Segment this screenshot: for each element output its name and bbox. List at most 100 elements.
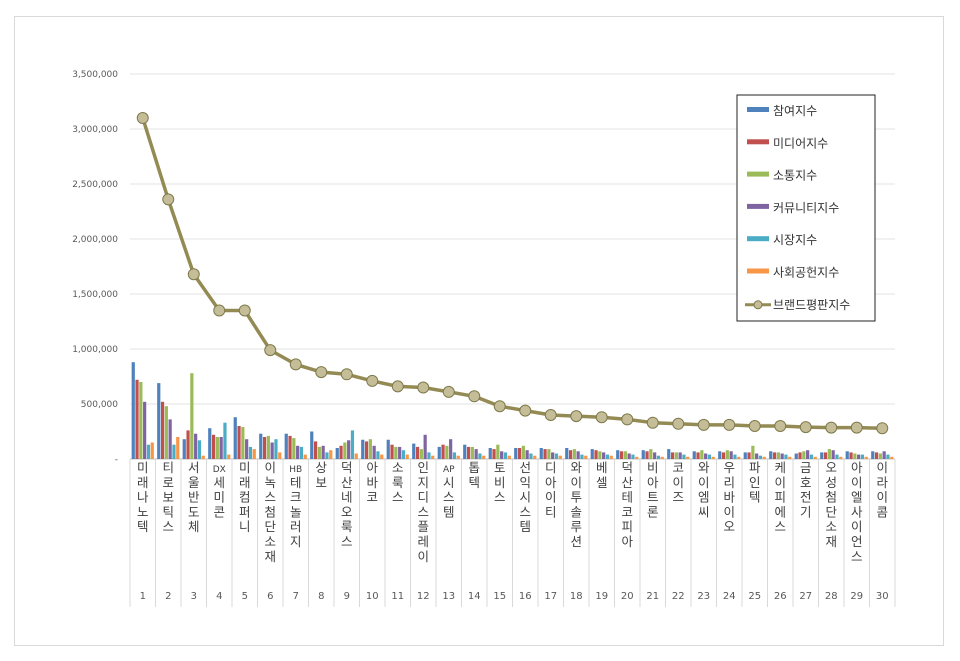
x-category-label: AP 시 스 템 [443, 465, 455, 519]
bar [474, 449, 478, 459]
bar [146, 444, 151, 459]
line-point [493, 400, 506, 413]
bar [860, 454, 865, 459]
line-point [723, 418, 736, 431]
line-point [340, 368, 353, 381]
bar [649, 449, 653, 459]
x-rank-label: 20 [621, 591, 634, 602]
bar [835, 454, 839, 459]
bar [721, 452, 726, 459]
x-rank-label: 25 [748, 591, 761, 602]
bar [405, 454, 409, 459]
bar [554, 453, 559, 459]
bar [266, 435, 270, 459]
bar [252, 449, 256, 459]
line-point [621, 413, 634, 426]
x-rank-label: 17 [544, 591, 557, 602]
bar [412, 443, 416, 459]
bar [372, 445, 376, 459]
bar [627, 453, 631, 459]
line-layer [136, 112, 889, 435]
bar [390, 444, 394, 459]
line-point [519, 404, 532, 417]
y-tick-label: 3,500,000 [72, 70, 118, 80]
y-tick-label: 1,000,000 [72, 345, 118, 355]
bar [157, 383, 161, 459]
bar [849, 452, 853, 459]
bars-layer [131, 362, 894, 459]
bar [539, 448, 543, 459]
x-rank-label: 30 [876, 591, 889, 602]
bar [776, 452, 780, 459]
x-rank-label: 29 [850, 591, 863, 602]
bar [623, 451, 627, 459]
bar [686, 456, 690, 459]
bar [823, 452, 828, 459]
bar [270, 442, 274, 459]
y-tick-label: 2,000,000 [72, 235, 118, 245]
bar [386, 439, 390, 459]
bar [354, 453, 358, 459]
x-rank-label: 8 [318, 591, 324, 602]
bar [500, 451, 504, 459]
bar [747, 452, 751, 459]
x-axis: 미 래 나 노 텍 1 티 로 보 틱 스 2 서 울 반 도 체 3 DX 세 미 콘 4 미 래 컴 퍼 니 5 이 녹 스 첨 단 소 재 6 HB… [129, 459, 896, 607]
bar [890, 456, 894, 459]
bar [700, 450, 704, 459]
y-tick-label: - [115, 455, 118, 465]
bar [788, 456, 792, 459]
bar [737, 456, 741, 459]
bar [874, 452, 879, 459]
bar [576, 451, 580, 459]
legend-label: 소통지수 [773, 169, 817, 183]
bar [590, 449, 594, 459]
bar [660, 456, 664, 459]
bar [303, 454, 307, 459]
bar [769, 451, 773, 459]
line-point [417, 381, 430, 394]
bar [135, 379, 139, 459]
legend-swatch [747, 171, 769, 177]
bar [194, 433, 198, 459]
legend-swatch [747, 203, 769, 209]
line-point [468, 390, 481, 403]
bar [364, 441, 369, 459]
bar [492, 449, 496, 459]
bar [780, 453, 784, 459]
bar [329, 450, 333, 459]
bar [678, 452, 682, 459]
y-tick-label: 1,500,000 [72, 290, 118, 300]
bar [704, 453, 708, 459]
bar [452, 452, 457, 459]
bar [427, 452, 431, 459]
bar [670, 452, 675, 459]
bar [871, 451, 875, 459]
bar [321, 445, 325, 459]
bar [725, 450, 729, 459]
bar [820, 452, 824, 459]
bar [248, 446, 253, 459]
bar [580, 454, 584, 459]
bar [743, 452, 747, 459]
bar [605, 454, 610, 459]
line-point [672, 417, 685, 430]
legend-swatch [747, 107, 769, 112]
bar [160, 401, 165, 459]
legend-label: 시장지수 [773, 233, 817, 247]
bar [394, 446, 398, 459]
x-rank-label: 28 [825, 591, 838, 602]
legend-label: 커뮤니티지수 [773, 201, 839, 215]
bar [707, 454, 712, 459]
bar [347, 440, 351, 459]
legend-label: 미디어지수 [773, 136, 828, 150]
bar [806, 450, 810, 459]
bar [463, 444, 467, 459]
bar [558, 455, 562, 459]
